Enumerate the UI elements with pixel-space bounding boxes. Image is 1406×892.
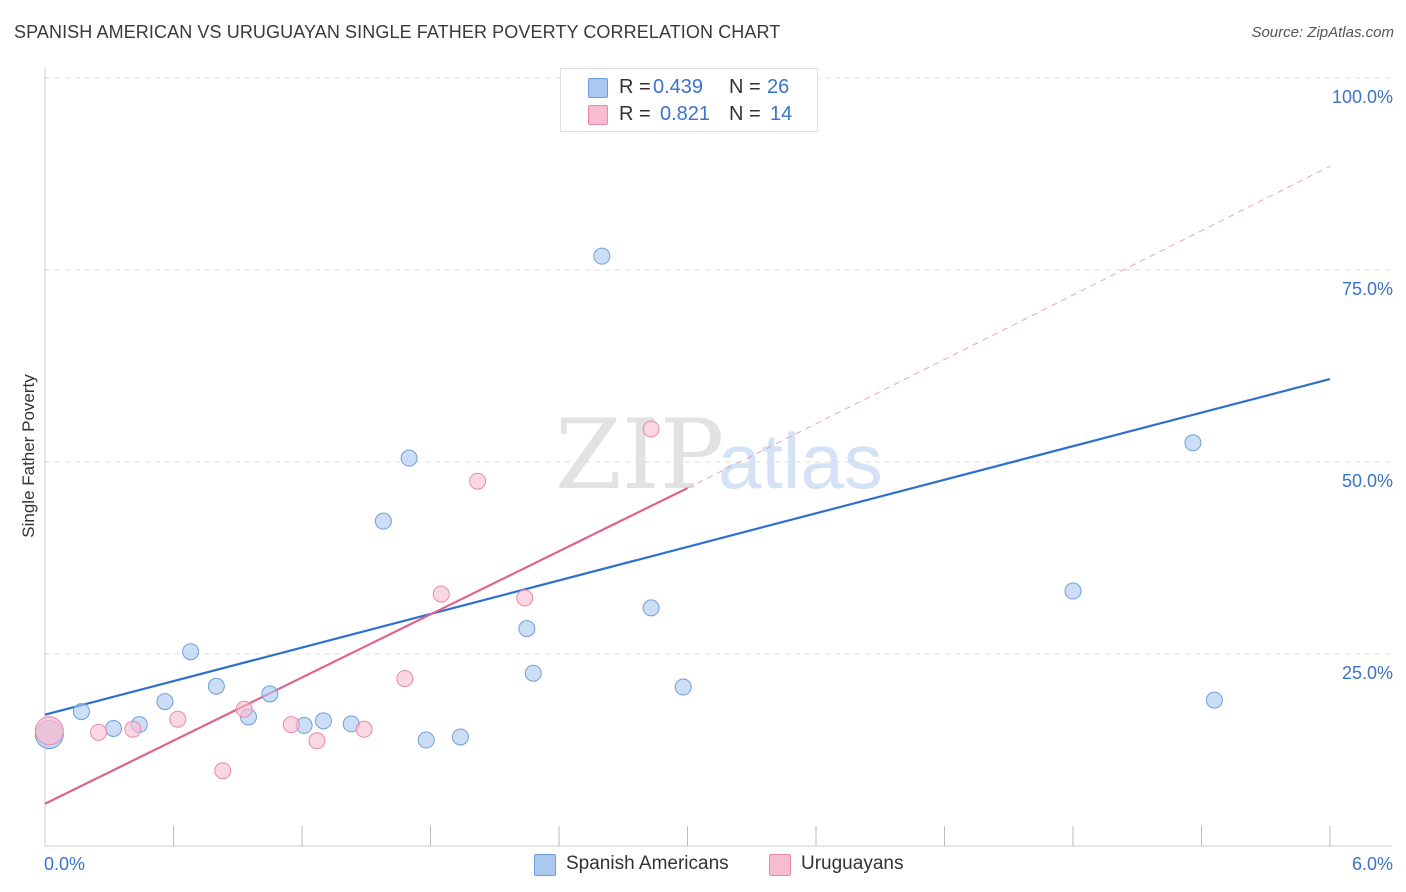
point-spanish-americans bbox=[1205, 691, 1223, 709]
legend-label-uruguayans: Uruguayans bbox=[801, 853, 904, 874]
point-spanish-americans bbox=[518, 620, 536, 638]
point-spanish-americans bbox=[400, 449, 418, 467]
point-uruguayans bbox=[396, 670, 414, 688]
point-spanish-americans bbox=[374, 512, 392, 530]
point-spanish-americans bbox=[524, 664, 542, 682]
legend-swatch-spanish-americans bbox=[588, 78, 608, 98]
legend-r-value: 0.439 bbox=[653, 76, 704, 98]
point-spanish-americans bbox=[207, 677, 225, 695]
legend-row-uruguayans: R = 0.821 N = 14 bbox=[561, 102, 817, 128]
watermark-atlas: atlas bbox=[718, 417, 883, 505]
chart-title: SPANISH AMERICAN VS URUGUAYAN SINGLE FAT… bbox=[14, 22, 781, 42]
point-uruguayans bbox=[214, 762, 232, 780]
axis-labels: 25.0% 50.0% 75.0% 100.0% 0.0% 6.0% Single Fath… bbox=[19, 87, 1393, 874]
legend-swatch-spanish-americans bbox=[534, 854, 556, 876]
point-uruguayans bbox=[169, 710, 187, 728]
point-spanish-americans bbox=[105, 719, 123, 737]
y-axis-label: Single Father Poverty bbox=[19, 374, 38, 538]
legend-label-spanish-americans: Spanish Americans bbox=[566, 853, 729, 874]
point-spanish-americans bbox=[314, 712, 332, 730]
point-uruguayans bbox=[355, 720, 373, 738]
point-uruguayans bbox=[308, 732, 326, 750]
point-uruguayans bbox=[282, 716, 300, 734]
trendline-uruguayans bbox=[44, 487, 688, 805]
data-points bbox=[34, 69, 1223, 780]
point-uruguayans bbox=[432, 585, 450, 603]
legend-swatch-uruguayans bbox=[769, 854, 791, 876]
point-spanish-americans bbox=[261, 685, 279, 703]
legend-n-value: 26 bbox=[767, 76, 790, 98]
y-tick-label: 100.0% bbox=[1332, 87, 1393, 107]
watermark-zip: ZIP bbox=[555, 399, 724, 511]
trendline-spanish-americans bbox=[44, 377, 1331, 716]
source-label: Source: ZipAtlas.com bbox=[1251, 24, 1394, 41]
trend-lines bbox=[44, 165, 1331, 805]
point-uruguayans bbox=[90, 723, 108, 741]
legend-r-value: 0.821 bbox=[660, 103, 711, 125]
axes bbox=[44, 68, 1392, 847]
x-tick-label: 0.0% bbox=[44, 854, 85, 874]
grid-lines bbox=[45, 77, 1392, 655]
point-spanish-americans bbox=[593, 247, 611, 265]
legend-r-label: R = bbox=[619, 103, 651, 125]
y-tick-label: 75.0% bbox=[1342, 279, 1393, 299]
watermark: ZIP atlas bbox=[555, 399, 883, 511]
series-legend: Spanish Americans Uruguayans bbox=[0, 852, 1406, 878]
y-tick-label: 50.0% bbox=[1342, 471, 1393, 491]
point-spanish-americans bbox=[156, 693, 174, 711]
legend-r-label: R = bbox=[619, 76, 651, 98]
trendline-uruguayans bbox=[687, 165, 1331, 489]
legend-n-label: N = bbox=[729, 103, 761, 125]
point-spanish-americans bbox=[1184, 434, 1202, 452]
point-spanish-americans bbox=[417, 731, 435, 749]
correlation-legend: R = 0.439 N = 26 R = 0.821 N = 14 bbox=[560, 68, 818, 132]
point-spanish-americans bbox=[182, 643, 200, 661]
point-spanish-americans bbox=[72, 703, 90, 721]
point-uruguayans bbox=[642, 420, 660, 438]
point-uruguayans bbox=[516, 589, 534, 607]
legend-n-label: N = bbox=[729, 76, 761, 98]
legend-swatch-uruguayans bbox=[588, 105, 608, 125]
y-tick-label: 25.0% bbox=[1342, 663, 1393, 683]
point-uruguayans bbox=[235, 700, 253, 718]
point-uruguayans bbox=[469, 472, 487, 490]
point-spanish-americans bbox=[1064, 582, 1082, 600]
point-uruguayans bbox=[34, 716, 64, 746]
legend-row-spanish-americans: R = 0.439 N = 26 bbox=[561, 75, 817, 101]
x-tick-label: 6.0% bbox=[1352, 854, 1393, 874]
point-spanish-americans bbox=[451, 728, 469, 746]
point-spanish-americans bbox=[642, 599, 660, 617]
legend-n-value: 14 bbox=[770, 103, 793, 125]
point-uruguayans bbox=[124, 720, 142, 738]
point-spanish-americans bbox=[674, 678, 692, 696]
